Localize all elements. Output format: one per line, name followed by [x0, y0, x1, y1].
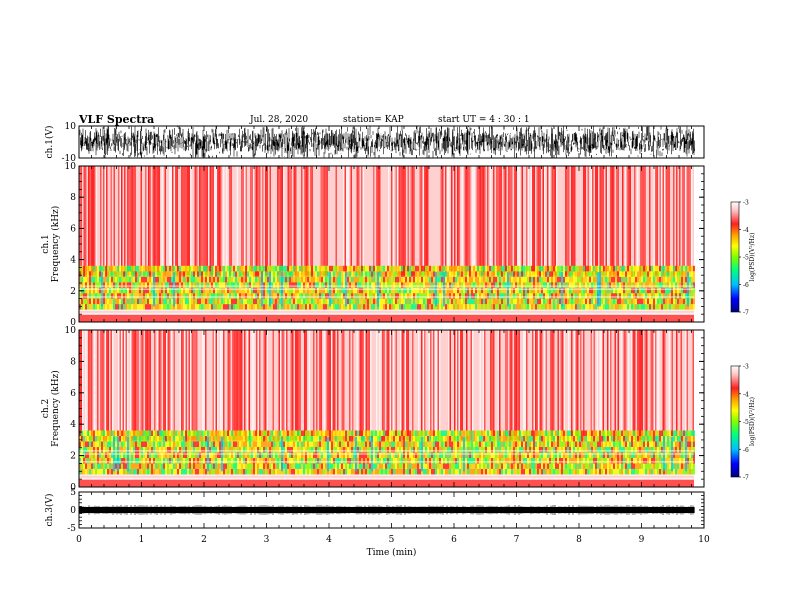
panel2-ytick-label: 2 — [70, 452, 76, 462]
panel2-ytick-label: 0 — [70, 483, 76, 493]
panel1-ytick-label: 0 — [70, 318, 76, 328]
colorbar-1-tick-label: -6 — [743, 282, 749, 289]
colorbar-1-tick-label: -5 — [743, 255, 749, 262]
colorbar-2-tick-label: -7 — [743, 475, 749, 482]
panel1-ytick-label: 10 — [65, 162, 77, 172]
chart-title: VLF Spectra — [79, 113, 155, 126]
colorbar-1-tick-label: -3 — [743, 200, 749, 207]
panel0-ytick-label: 10 — [65, 122, 77, 132]
colorbar-1-tick-label: -4 — [743, 227, 749, 234]
colorbar-2-label: log(PSD)(V²/Hz) — [749, 397, 756, 446]
colorbar-2 — [730, 365, 740, 478]
panel2-ytick-label: 4 — [70, 420, 76, 430]
colorbar-1-tick-label: -7 — [743, 310, 749, 317]
panel1-ytick-label: 8 — [70, 193, 76, 203]
panel3-ytick-label: 0 — [70, 506, 76, 516]
xtick-label: 8 — [576, 535, 582, 545]
x-axis-label: Time (min) — [367, 547, 417, 558]
ch2-spectrogram-image — [79, 330, 695, 487]
colorbar-1 — [730, 201, 740, 313]
xtick-label: 10 — [698, 535, 710, 545]
xtick-label: 2 — [201, 535, 207, 545]
panel3-ytick-label: -5 — [67, 524, 76, 534]
xtick-label: 6 — [451, 535, 457, 545]
panel1-ylabel-ch: ch.1 — [41, 234, 51, 253]
panel0-ylabel: ch.1(V) — [44, 126, 55, 159]
panel2-ylabel-ch: ch.2 — [41, 399, 51, 418]
panel1-ylabel-freq: Frequency (kHz) — [50, 206, 61, 283]
panel2-ytick-label: 8 — [70, 357, 76, 367]
panel0-ytick-label: -10 — [62, 154, 77, 164]
panel3-ytick-label: 5 — [70, 488, 76, 498]
panel1-ytick-label: 4 — [70, 256, 76, 266]
panel1-ytick-label: 2 — [70, 287, 76, 297]
xtick-label: 1 — [139, 535, 145, 545]
panel2-ytick-label: 6 — [70, 389, 76, 399]
colorbar-1-label: log(PSD)(V²/Hz) — [749, 233, 756, 282]
ch1-waveform-trace — [78, 126, 695, 158]
xtick-label: 0 — [76, 535, 82, 545]
date-label: Jul. 28, 2020 — [250, 115, 309, 125]
panel3-ylabel: ch.3(V) — [44, 494, 55, 527]
colorbar-2-tick-label: -6 — [743, 447, 749, 454]
ch1-spectrogram-image — [79, 166, 695, 322]
panel2-ytick-label: 10 — [65, 326, 77, 336]
xtick-label: 4 — [326, 535, 332, 545]
start-time-label: start UT = 4 : 30 : 1 — [438, 115, 530, 125]
panel1-ytick-label: 6 — [70, 224, 76, 234]
colorbar-2-tick-label: -5 — [743, 419, 749, 426]
xtick-label: 5 — [389, 535, 395, 545]
xtick-label: 7 — [514, 535, 520, 545]
xtick-label: 9 — [639, 535, 645, 545]
colorbar-2-tick-label: -4 — [743, 391, 749, 398]
colorbar-2-tick-label: -3 — [743, 364, 749, 371]
xtick-label: 3 — [264, 535, 270, 545]
station-label: station= KAP — [343, 115, 404, 125]
panel2-ylabel-freq: Frequency (kHz) — [50, 370, 61, 447]
